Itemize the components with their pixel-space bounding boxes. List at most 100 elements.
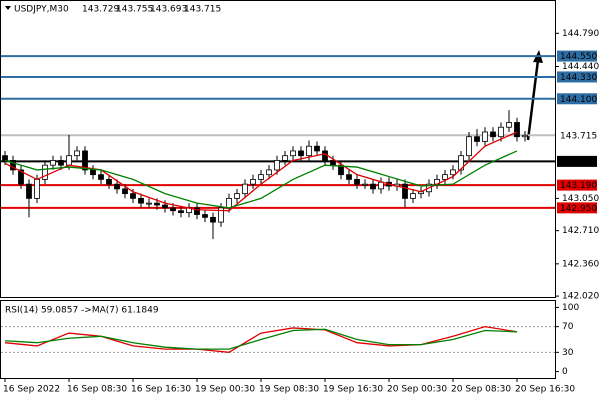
ohlc-open: 143.729	[82, 5, 119, 15]
ohlc-close: 143.715	[184, 5, 221, 15]
level-label: 144.330	[560, 73, 597, 83]
level-label-box	[557, 50, 597, 62]
ohlc-high: 143.755	[116, 5, 153, 15]
candle-body	[522, 134, 528, 138]
candle-body	[282, 155, 288, 161]
annotation-arrow	[526, 50, 543, 141]
y-tick-label: 144.440	[562, 62, 599, 72]
candle-body	[2, 155, 8, 161]
level-label: 143.190	[560, 181, 597, 191]
candle-body	[194, 207, 200, 215]
level-label: 143.440	[560, 157, 597, 167]
candle-body	[10, 160, 16, 171]
level-label: 144.100	[560, 95, 597, 105]
price-panel	[0, 0, 556, 298]
candle-body	[402, 183, 408, 199]
candle-body	[314, 145, 320, 152]
y-tick-label: 143.050	[562, 194, 599, 204]
candle-body	[66, 155, 72, 166]
candle-body	[354, 179, 360, 185]
y-tick-label: 142.020	[562, 292, 599, 302]
y-tick-label: 144.790	[562, 29, 599, 39]
candle-body	[210, 216, 216, 223]
candle-body	[490, 131, 496, 138]
candle-body	[498, 126, 504, 138]
candle-body	[58, 160, 64, 166]
candle-body	[162, 204, 168, 209]
candle-body	[170, 207, 176, 212]
candle-body	[482, 131, 488, 142]
candle-body	[370, 183, 376, 190]
x-tick-label: 19 Sep 00:30	[195, 385, 255, 395]
ohlc-low: 143.693	[150, 5, 187, 15]
indicator-line	[4, 150, 518, 209]
level-label-box	[557, 202, 597, 214]
candle-body	[458, 155, 464, 171]
level-label: 143.715	[560, 131, 597, 141]
y-tick-label: 142.710	[562, 226, 599, 236]
candle-body	[122, 188, 128, 195]
level-label: 144.550	[560, 52, 597, 62]
candle-body	[346, 174, 352, 180]
candle-body	[114, 183, 120, 190]
candle-body	[178, 210, 184, 214]
rsi-title: RSI(14) 59.0857 ->MA(7) 61.1849	[5, 306, 159, 316]
candle-body	[98, 174, 104, 180]
symbol: USDJPY,M30	[14, 5, 69, 15]
candle-body	[226, 197, 232, 209]
x-tick-label: 20 Sep 16:30	[515, 385, 575, 395]
level-label-box	[557, 93, 597, 105]
candle-body	[218, 207, 224, 223]
candle-body	[138, 197, 144, 204]
candle-body	[290, 150, 296, 157]
candle-body	[506, 122, 512, 128]
candle-body	[34, 179, 40, 199]
x-tick-label: 20 Sep 08:30	[451, 385, 511, 395]
candle-body	[50, 160, 56, 166]
candle-body	[234, 193, 240, 199]
candle-body	[338, 164, 344, 176]
y-tick-label: 70	[562, 322, 574, 332]
x-tick-label: 19 Sep 08:30	[259, 385, 319, 395]
candle-body	[74, 150, 80, 157]
candle-body	[306, 145, 312, 157]
candle-body	[298, 150, 304, 157]
candle-body	[90, 169, 96, 176]
candle-body	[202, 214, 208, 218]
y-tick-label: 142.360	[562, 259, 599, 269]
candle-body	[154, 202, 160, 206]
candle-body	[258, 174, 264, 180]
candle-body	[466, 136, 472, 157]
candle-body	[330, 160, 336, 166]
candle-body	[26, 183, 32, 199]
candle-body	[266, 169, 272, 176]
x-tick-label: 16 Sep 08:30	[67, 385, 127, 395]
x-tick-label: 20 Sep 00:30	[387, 385, 447, 395]
indicator-line	[4, 326, 518, 354]
candle-body	[250, 179, 256, 185]
candle-body	[82, 150, 88, 171]
candle-body	[514, 122, 520, 138]
candle-body	[106, 179, 112, 185]
candle-body	[450, 169, 456, 176]
candle-body	[362, 183, 368, 186]
candle-body	[42, 164, 48, 180]
level-label-box	[557, 179, 597, 191]
y-tick-label: 100	[562, 303, 579, 313]
level-label-box	[557, 71, 597, 83]
y-tick-label: 0	[562, 367, 568, 377]
candle-body	[474, 136, 480, 142]
x-tick-label: 16 Sep 2022	[3, 385, 60, 395]
candle-body	[378, 181, 384, 190]
candle-body	[18, 169, 24, 185]
candle-body	[410, 193, 416, 199]
menu-arrow	[5, 6, 11, 10]
y-tick-label: 30	[562, 348, 574, 358]
level-label: 142.950	[560, 204, 597, 214]
candle-body	[442, 174, 448, 180]
x-tick-label: 16 Sep 16:30	[131, 385, 191, 395]
rsi-panel	[0, 300, 556, 379]
level-label-box	[557, 155, 597, 167]
x-tick-label: 19 Sep 16:30	[323, 385, 383, 395]
